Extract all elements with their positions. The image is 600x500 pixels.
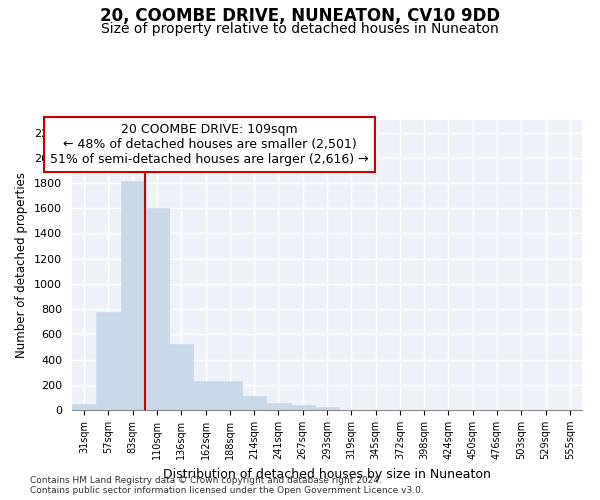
Bar xyxy=(266,403,290,410)
Bar xyxy=(145,208,169,410)
Text: 20 COOMBE DRIVE: 109sqm
← 48% of detached houses are smaller (2,501)
51% of semi: 20 COOMBE DRIVE: 109sqm ← 48% of detache… xyxy=(50,123,369,166)
X-axis label: Distribution of detached houses by size in Nuneaton: Distribution of detached houses by size … xyxy=(163,468,491,480)
Bar xyxy=(72,404,96,410)
Bar xyxy=(96,312,121,410)
Y-axis label: Number of detached properties: Number of detached properties xyxy=(16,172,28,358)
Bar xyxy=(315,408,339,410)
Bar xyxy=(218,381,242,410)
Bar xyxy=(169,344,193,410)
Bar xyxy=(290,405,315,410)
Bar xyxy=(242,396,266,410)
Bar xyxy=(121,180,145,410)
Text: Contains HM Land Registry data © Crown copyright and database right 2024.
Contai: Contains HM Land Registry data © Crown c… xyxy=(30,476,424,495)
Text: 20, COOMBE DRIVE, NUNEATON, CV10 9DD: 20, COOMBE DRIVE, NUNEATON, CV10 9DD xyxy=(100,8,500,26)
Bar xyxy=(193,381,218,410)
Text: Size of property relative to detached houses in Nuneaton: Size of property relative to detached ho… xyxy=(101,22,499,36)
